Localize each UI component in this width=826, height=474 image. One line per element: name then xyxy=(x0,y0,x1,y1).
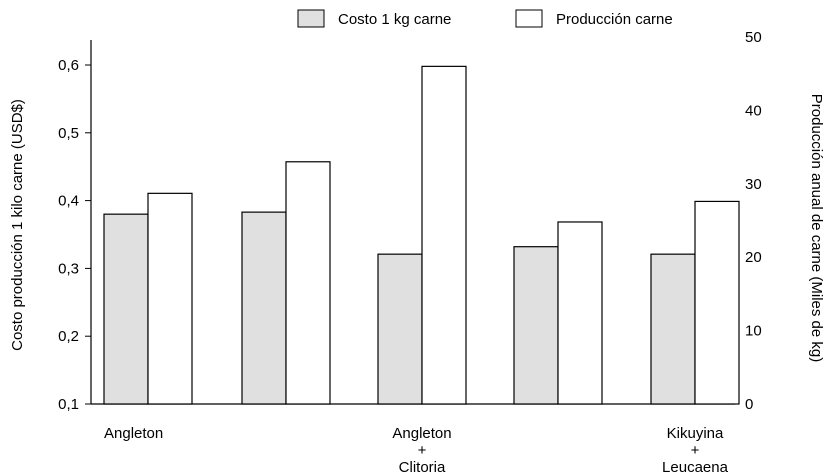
left-y-axis-title: Costo producción 1 kilo carne (USD$) xyxy=(9,99,26,351)
left-tick-label: 0,3 xyxy=(58,260,79,277)
right-tick-label: 50 xyxy=(745,29,762,46)
legend-swatch-production xyxy=(515,9,543,28)
bar-production xyxy=(421,65,467,405)
bar-cost xyxy=(241,211,287,405)
right-tick-label: 20 xyxy=(745,249,762,266)
right-y-axis-title: Producción anual de carne (Miles de kg) xyxy=(808,94,825,362)
legend-label-cost: Costo 1 kg carne xyxy=(338,11,451,28)
bar-production xyxy=(285,161,331,405)
right-tick-label: 30 xyxy=(745,176,762,193)
bar-cost xyxy=(650,253,696,405)
bar-cost xyxy=(377,253,423,405)
left-tick-label: 0,6 xyxy=(58,57,79,74)
bars xyxy=(103,65,740,405)
right-tick-label: 10 xyxy=(745,323,762,340)
category-label: Clitoria xyxy=(399,459,446,474)
left-tick-label: 0,2 xyxy=(58,328,79,345)
left-tick-label: 0,1 xyxy=(58,396,79,413)
category-labels: Angleton Angleton+ClitoriaKikuyina+Leucae… xyxy=(104,425,729,474)
category-label: Leucaena xyxy=(662,459,729,474)
right-tick-label: 40 xyxy=(745,102,762,119)
category-label: Angleton xyxy=(104,425,163,442)
left-y-axis-ticks: 0,1 0,2 0,3 0,4 0,5 0,6 xyxy=(58,57,91,413)
category-label: Kikuyina xyxy=(667,425,724,442)
category-label: + xyxy=(691,442,700,459)
legend: Costo 1 kg carne Producción carne xyxy=(297,9,673,28)
legend-swatch-cost xyxy=(297,9,325,28)
bar-cost xyxy=(103,213,149,405)
category-label: + xyxy=(418,442,427,459)
right-tick-label: 0 xyxy=(745,396,753,413)
bar-cost xyxy=(513,246,559,405)
bar-production xyxy=(694,200,740,405)
right-y-axis-ticks: 0 10 20 30 40 50 xyxy=(745,29,762,413)
legend-label-production: Producción carne xyxy=(556,11,673,28)
bar-production xyxy=(147,192,193,405)
category-label: Angleton xyxy=(392,425,451,442)
left-tick-label: 0,4 xyxy=(58,193,79,210)
bar-production xyxy=(557,221,603,405)
left-tick-label: 0,5 xyxy=(58,125,79,142)
